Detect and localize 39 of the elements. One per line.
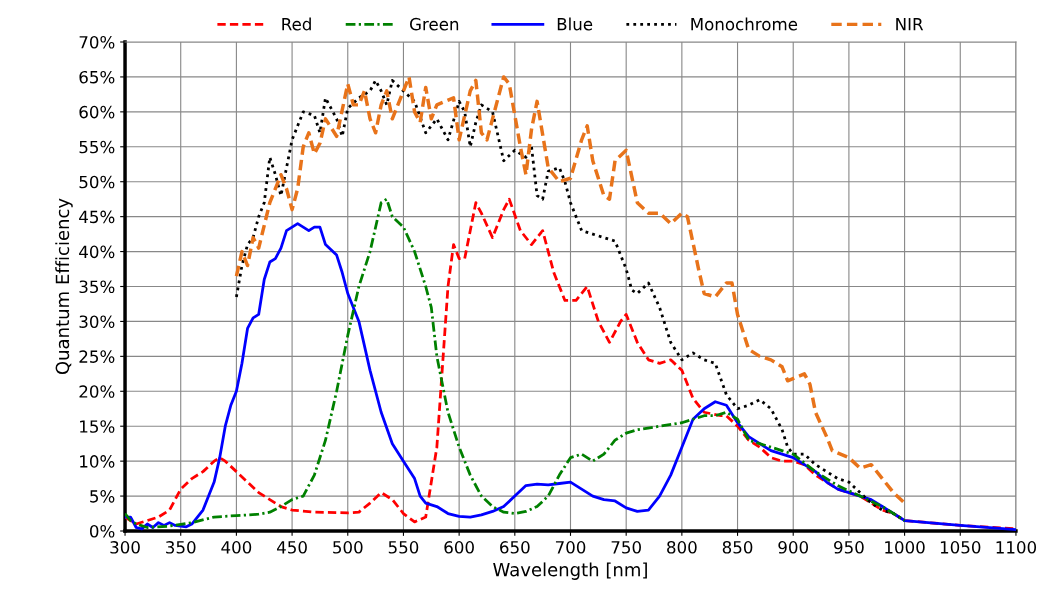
- legend-label: Red: [282, 17, 311, 31]
- x-tick-label: 500: [333, 541, 363, 554]
- x-tick-label: 1050: [940, 541, 981, 554]
- legend-label: NIR: [896, 18, 924, 31]
- y-axis-title: Quantum Efficiency: [55, 198, 73, 375]
- y-tick-label: 60%: [79, 105, 115, 119]
- x-tick-label: 300: [110, 541, 140, 554]
- x-tick-label: 900: [778, 541, 809, 554]
- y-tick-label: 0%: [89, 524, 115, 538]
- legend-label: Blue: [557, 17, 593, 31]
- y-tick-label: 55%: [79, 140, 115, 154]
- x-tick-label: 800: [667, 541, 697, 554]
- x-axis-title: Wavelength [nm]: [493, 562, 647, 580]
- x-tick-label: 450: [276, 541, 307, 554]
- y-tick-label: 50%: [79, 175, 115, 189]
- y-tick-label: 65%: [79, 70, 115, 84]
- x-tick-label: 350: [166, 541, 196, 554]
- y-tick-label: 30%: [79, 315, 115, 328]
- x-tick-label: 550: [388, 541, 419, 554]
- x-tick-label: 400: [221, 541, 252, 554]
- x-tick-label: 700: [555, 541, 586, 554]
- y-tick-label: 35%: [79, 280, 115, 294]
- y-tick-label: 15%: [80, 420, 115, 433]
- legend-label: Green: [409, 17, 459, 31]
- y-tick-label: 20%: [79, 385, 115, 398]
- x-tick-label: 650: [500, 541, 530, 554]
- x-tick-label: 1000: [885, 541, 925, 554]
- x-tick-label: 950: [834, 541, 864, 554]
- legend-label: Monochrome: [691, 17, 798, 31]
- y-tick-label: 70%: [79, 35, 115, 49]
- y-tick-label: 40%: [79, 245, 115, 259]
- x-tick-label: 750: [611, 541, 641, 554]
- x-tick-label: 850: [722, 541, 753, 554]
- y-tick-label: 5%: [90, 490, 115, 503]
- y-tick-label: 10%: [80, 455, 115, 468]
- x-tick-label: 1100: [996, 541, 1037, 554]
- x-tick-label: 600: [444, 541, 474, 554]
- y-tick-label: 25%: [79, 350, 115, 363]
- y-tick-label: 45%: [79, 210, 115, 224]
